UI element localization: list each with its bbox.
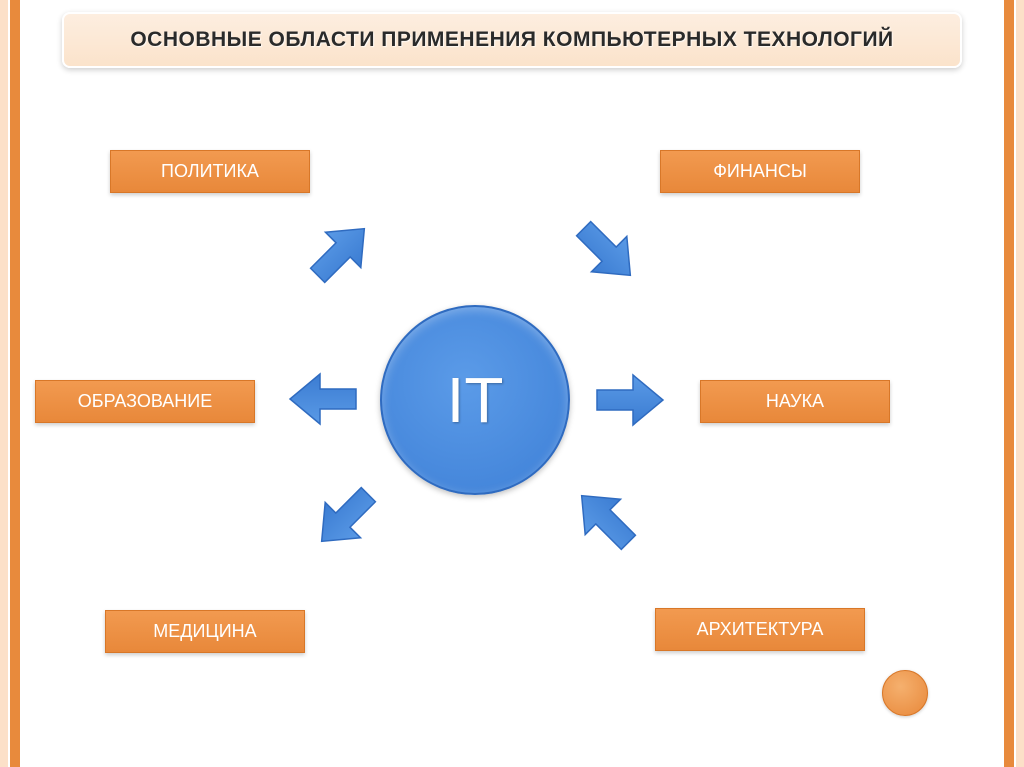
diagram-canvas: IT ПОЛИТИКА ОБРАЗОВАНИЕ МЕДИЦИНА ФИНАНСЫ НАУ… xyxy=(0,0,1024,767)
arrow-education xyxy=(288,372,358,426)
arrow-politics xyxy=(297,208,385,296)
decoration-circle xyxy=(882,670,928,716)
arrow-architecture xyxy=(561,475,649,563)
node-label: ФИНАНСЫ xyxy=(713,161,807,181)
center-node: IT xyxy=(380,305,570,495)
arrow-finance xyxy=(563,208,651,296)
node-label: МЕДИЦИНА xyxy=(153,621,256,641)
node-label: ПОЛИТИКА xyxy=(161,161,259,181)
node-finance: ФИНАНСЫ xyxy=(660,150,860,193)
arrow-science xyxy=(595,373,665,427)
node-medicine: МЕДИЦИНА xyxy=(105,610,305,653)
node-label: ОБРАЗОВАНИЕ xyxy=(78,391,212,411)
center-label: IT xyxy=(447,363,504,437)
node-architecture: АРХИТЕКТУРА xyxy=(655,608,865,651)
node-label: АРХИТЕКТУРА xyxy=(697,619,824,639)
node-label: НАУКА xyxy=(766,391,824,411)
node-politics: ПОЛИТИКА xyxy=(110,150,310,193)
arrow-medicine xyxy=(301,474,389,562)
node-education: ОБРАЗОВАНИЕ xyxy=(35,380,255,423)
node-science: НАУКА xyxy=(700,380,890,423)
